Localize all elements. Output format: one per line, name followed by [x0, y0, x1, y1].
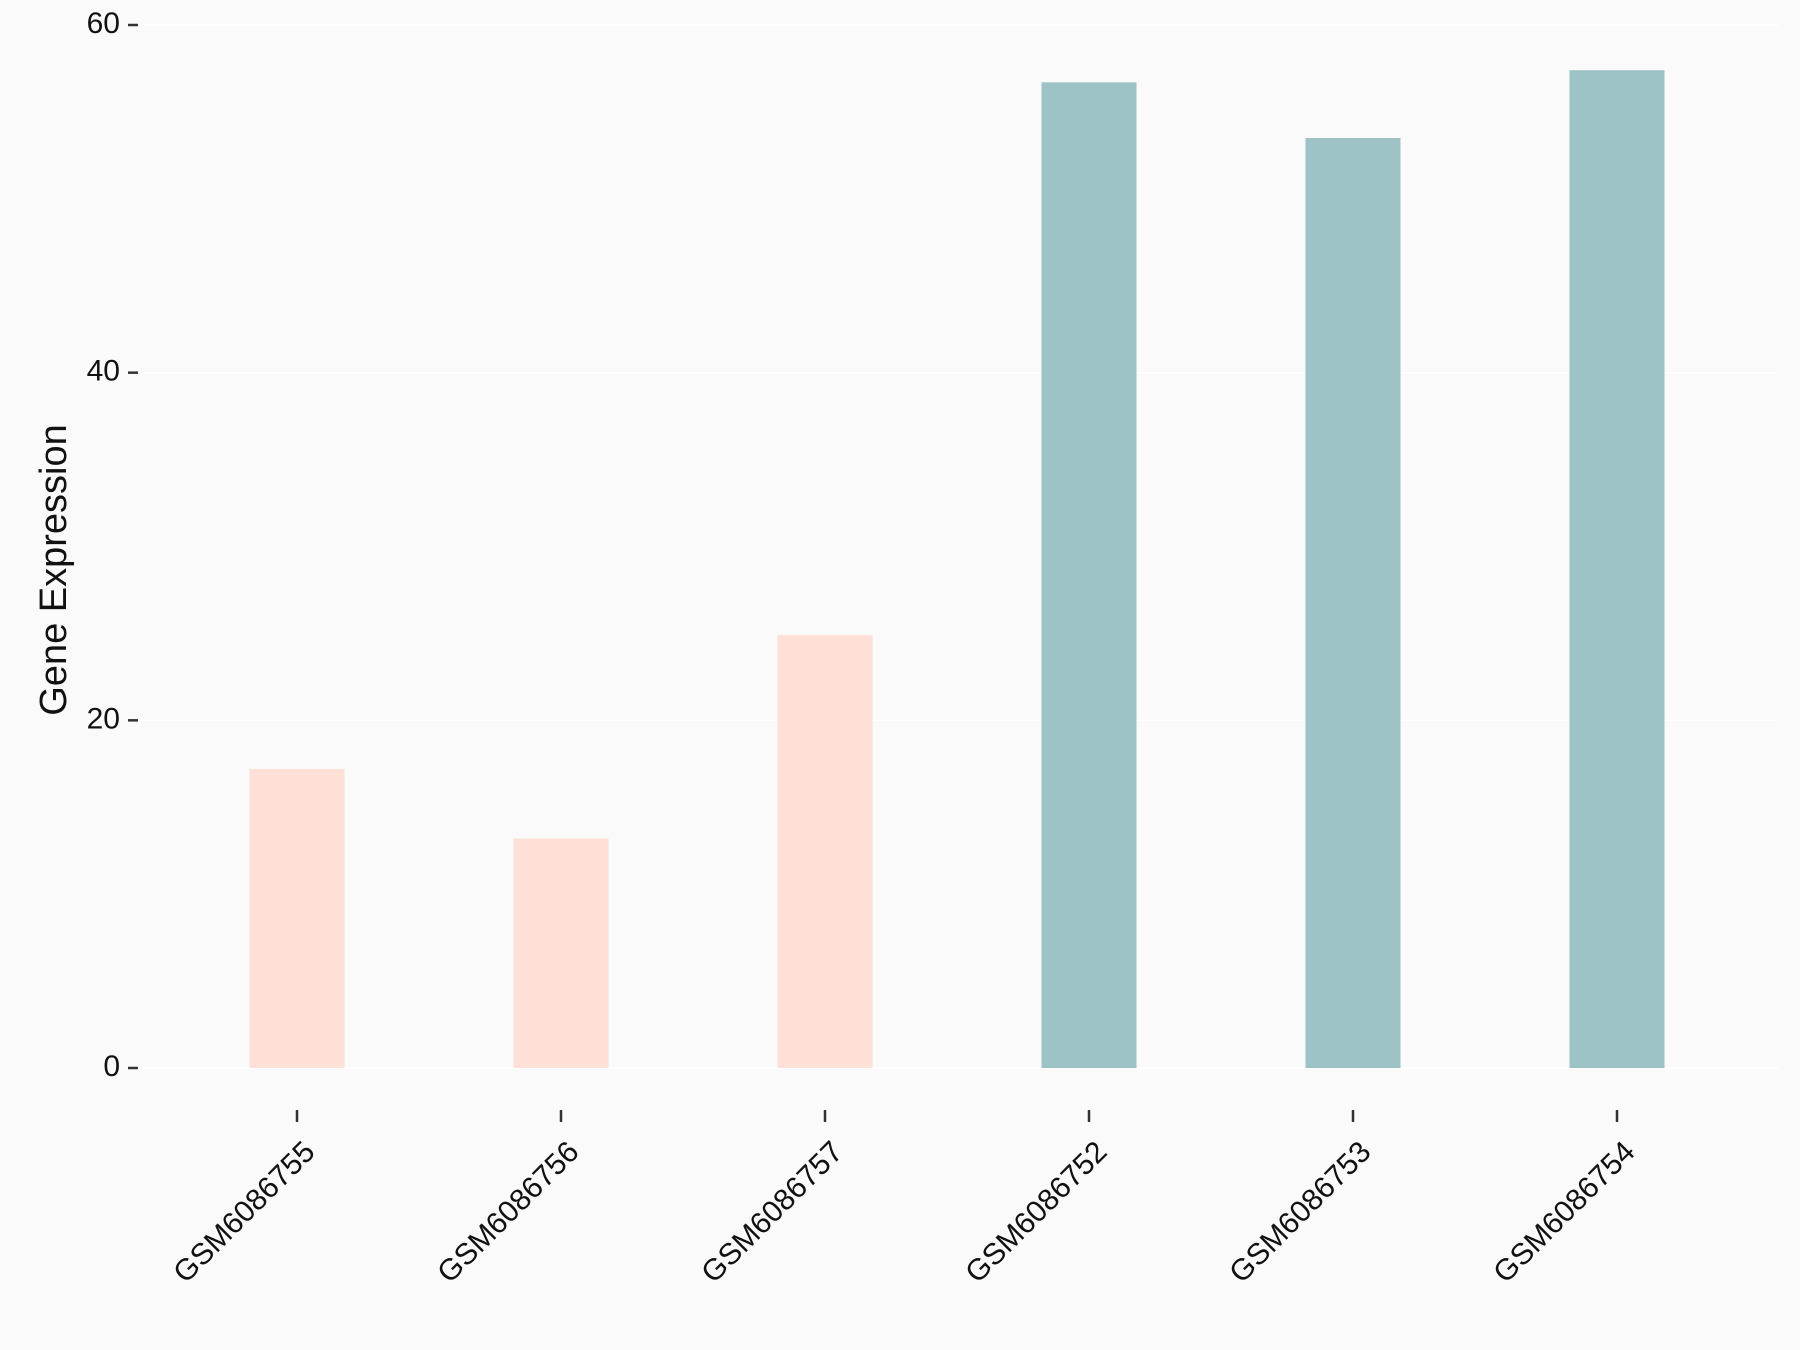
y-tick-label: 0: [103, 1050, 120, 1083]
bar: [1041, 82, 1137, 1069]
bar: [1569, 70, 1665, 1069]
y-tick-label: 40: [87, 355, 120, 388]
y-tick-label: 60: [87, 7, 120, 40]
bar: [777, 635, 873, 1068]
bar: [513, 838, 609, 1068]
y-axis-title: Gene Expression: [33, 424, 75, 716]
y-tick-label: 20: [87, 702, 120, 735]
bar: [249, 769, 345, 1068]
bar: [1305, 137, 1401, 1068]
